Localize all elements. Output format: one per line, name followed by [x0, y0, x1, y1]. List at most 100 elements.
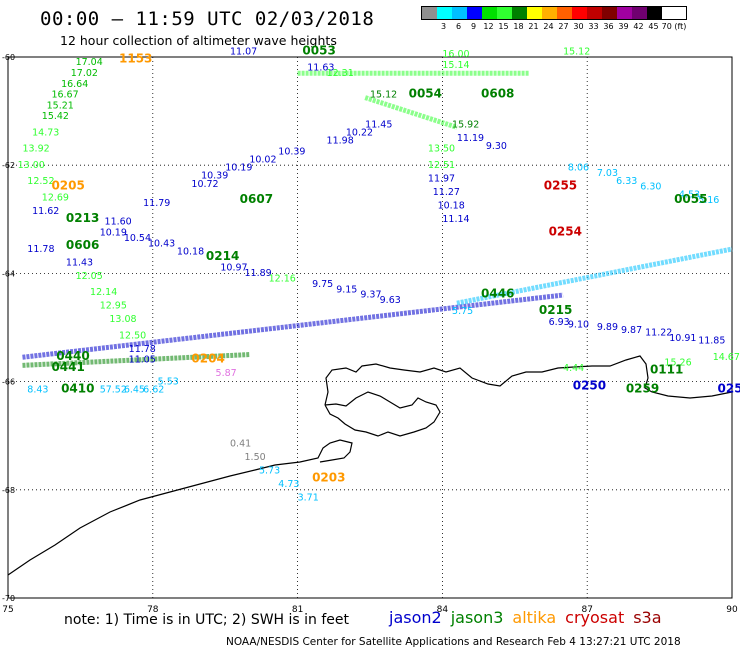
swh-value-label: 10.72	[191, 179, 218, 190]
swh-value-label: 10.39	[278, 146, 305, 157]
swh-value-label: 10.18	[438, 200, 465, 211]
swh-value-label: 12.95	[100, 301, 127, 312]
map-title: 00:00 – 11:59 UTC 02/03/2018	[40, 8, 375, 30]
swh-value-label: 11.89	[245, 268, 272, 279]
x-tick-label: 78	[147, 605, 159, 615]
swh-value-label: 5.87	[216, 368, 237, 379]
pass-time-label: 0203	[312, 471, 345, 485]
pass-time-label: 0607	[240, 192, 273, 206]
swh-value-label: 16.00	[442, 49, 469, 60]
antarctic-coastline	[7, 439, 353, 576]
swh-value-label: 12.52	[27, 176, 54, 187]
swh-value-label: 10.43	[148, 238, 175, 249]
swh-value-label: 17.02	[71, 68, 98, 79]
swh-value-label: 57.52	[100, 384, 127, 395]
y-tick-label: -64	[2, 269, 15, 278]
swh-value-label: 11.05	[129, 355, 156, 366]
swh-value-label: 15.42	[42, 111, 69, 122]
ice-shelf-inner-outline	[324, 391, 441, 437]
y-tick-label: -62	[2, 161, 15, 170]
swh-value-label: 13.92	[22, 144, 49, 155]
swh-value-label: 8.43	[27, 384, 48, 395]
track-streak	[22, 352, 250, 368]
legend-swatch	[617, 7, 632, 19]
satellite-legend-jason2: jason2	[389, 608, 442, 627]
swh-value-label: 10.02	[249, 154, 276, 165]
swh-value-label: 6.62	[143, 384, 164, 395]
pass-time-label: 0252	[718, 381, 740, 395]
map-subtitle: 12 hour collection of altimeter wave hei…	[60, 33, 337, 48]
swh-value-label: 12.16	[269, 274, 296, 285]
legend-swatch	[587, 7, 602, 19]
swh-value-label: 11.62	[32, 206, 59, 217]
satellite-legend-jason3: jason3	[450, 608, 504, 627]
swh-value-label: 11.45	[365, 119, 392, 130]
swh-value-label: 9.75	[312, 279, 333, 290]
swh-value-label: 14.73	[32, 127, 59, 138]
color-scale-labels: 3 6 9 12 15 18 21 24 27 30 33 36 39 42 45 70 (ft)	[421, 22, 687, 31]
swh-value-label: 10.54	[124, 233, 151, 244]
swh-value-label: 7.03	[597, 168, 618, 179]
pass-time-label: 0606	[66, 238, 99, 252]
swh-value-label: 11.78	[27, 244, 54, 255]
legend-swatch	[452, 7, 467, 19]
pass-time-label: 0250	[573, 379, 606, 393]
swh-value-label: 11.19	[457, 133, 484, 144]
x-tick-label: 90	[726, 605, 738, 615]
track-streak	[364, 95, 458, 130]
legend-label: 36	[603, 22, 614, 31]
swh-value-label: 17.04	[76, 57, 103, 68]
x-tick-label: 81	[292, 605, 303, 615]
legend-label: 39	[618, 22, 629, 31]
legend-swatch	[482, 7, 497, 19]
ice-shelf-outline	[324, 355, 733, 406]
x-tick-label: 87	[581, 605, 592, 615]
swh-value-label: 15.12	[563, 46, 590, 57]
color-scale-legend: 3 6 9 12 15 18 21 24 27 30 33 36 39 42 45 70 (ft)	[421, 6, 687, 31]
swh-value-label: 11.60	[105, 217, 132, 228]
footer-note: note: 1) Time is in UTC; 2) SWH is in fe…	[64, 612, 350, 628]
pass-time-label: 0214	[206, 249, 239, 263]
swh-value-label: 15.26	[664, 357, 691, 368]
pass-time-label: 0254	[549, 225, 582, 239]
coastline	[7, 355, 733, 576]
swh-value-label: 11.98	[327, 136, 354, 147]
legend-label: 3	[440, 22, 447, 31]
swh-value-label: 5.16	[698, 195, 719, 206]
legend-label: 42	[633, 22, 644, 31]
legend-label: 24	[543, 22, 554, 31]
swh-value-label: 13.08	[109, 314, 136, 325]
swh-value-label: 11.85	[698, 336, 725, 347]
legend-label: 45	[648, 22, 659, 31]
swh-value-label: 10.19	[100, 228, 127, 239]
swh-value-label: 11.78	[129, 344, 156, 355]
legend-swatch	[422, 7, 437, 19]
legend-label: 6	[455, 22, 462, 31]
swh-value-label: 4.73	[278, 479, 299, 490]
pass-time-label: 0055	[674, 192, 707, 206]
swh-value-label: 12.05	[76, 271, 103, 282]
swh-value-label: 9.15	[336, 284, 357, 295]
footer-credit: NOAA/NESDIS Center for Satellite Applica…	[226, 636, 681, 648]
legend-label: 21	[528, 22, 539, 31]
swh-value-label: 12.31	[327, 68, 354, 79]
legend-swatch	[527, 7, 542, 19]
swh-value-label: 10.97	[220, 263, 247, 274]
graticule: 75 78 81 84 87 90 -60 -62 -64 -66 -68 -70	[2, 53, 738, 615]
swh-value-label: 10.91	[669, 333, 696, 344]
legend-swatch	[632, 7, 647, 19]
swh-value-label: 11.63	[307, 63, 334, 74]
x-tick-label: 84	[437, 605, 449, 615]
swh-value-label: 4.44	[563, 363, 584, 374]
swh-value-label: 9.63	[380, 295, 401, 306]
pass-time-label: 0259	[626, 381, 659, 395]
color-scale-bar	[421, 6, 687, 20]
swh-value-label: 6.93	[549, 317, 570, 328]
swh-value-label: 6.30	[640, 182, 661, 193]
swh-value-label: 0.41	[230, 439, 251, 450]
satellite-legend-cryosat: cryosat	[565, 608, 625, 627]
swh-value-label: 11.79	[143, 198, 170, 209]
legend-label: 27	[558, 22, 569, 31]
